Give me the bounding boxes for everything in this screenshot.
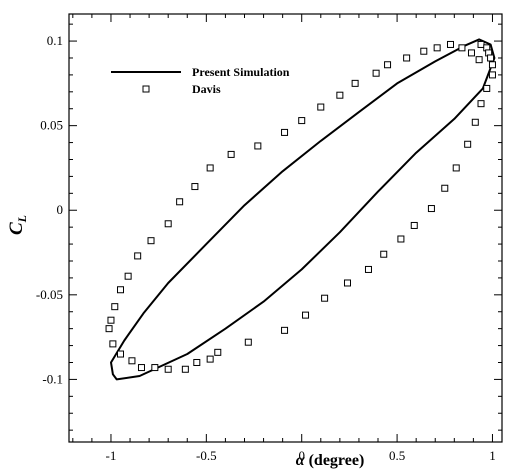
data-point-davis	[117, 286, 125, 294]
tick-labels: -1 -0.5 0 0.5 1 -0.1 -0.05 0 0.05 0.1	[36, 33, 496, 463]
data-point-davis	[109, 340, 117, 348]
data-point-davis	[134, 252, 142, 260]
data-point-davis	[464, 140, 472, 148]
x-tick-label: 0	[298, 448, 305, 463]
data-point-davis	[477, 40, 485, 48]
series-line-present-simulation	[110, 38, 496, 381]
data-point-davis	[420, 47, 428, 55]
data-point-davis	[458, 44, 466, 52]
y-tick-label: 0	[57, 202, 64, 217]
data-point-davis	[364, 265, 372, 273]
data-point-davis	[193, 358, 201, 366]
data-point-davis	[372, 69, 380, 77]
data-point-davis	[298, 117, 306, 125]
data-point-davis	[410, 221, 418, 229]
data-point-davis	[441, 184, 449, 192]
axis-ticks	[69, 14, 502, 442]
data-point-davis	[477, 100, 485, 108]
data-point-davis	[281, 128, 289, 136]
data-point-davis	[475, 56, 483, 64]
y-tick-label: 0.1	[47, 33, 63, 48]
data-point-davis	[302, 311, 310, 319]
data-point-davis	[433, 44, 441, 52]
data-point-davis	[397, 235, 405, 243]
data-point-davis	[176, 198, 184, 206]
plot-frame	[68, 13, 503, 443]
data-point-davis	[487, 54, 495, 62]
data-point-davis	[111, 303, 119, 311]
x-tick-label: -1	[106, 448, 117, 463]
data-point-davis	[380, 250, 388, 258]
legend-marker-swatch	[142, 85, 150, 93]
data-point-davis	[151, 364, 159, 372]
data-point-davis	[227, 150, 235, 158]
x-tick-label: 0.5	[389, 448, 405, 463]
data-point-davis	[488, 61, 496, 69]
data-point-davis	[403, 54, 411, 62]
data-point-davis	[105, 325, 113, 333]
series-layer	[105, 38, 496, 381]
data-point-davis	[446, 40, 454, 48]
y-axis-symbol: C	[6, 222, 27, 235]
x-axis-unit: (degree)	[305, 452, 365, 469]
legend-label-present-simulation: Present Simulation	[192, 65, 290, 79]
data-point-davis	[164, 365, 172, 373]
svg-text:CL: CL	[6, 215, 29, 235]
data-point-davis	[124, 272, 132, 280]
data-point-davis	[244, 338, 252, 346]
data-point-davis	[321, 294, 329, 302]
data-point-davis	[191, 183, 199, 191]
y-tick-label: -0.1	[42, 371, 63, 386]
data-point-davis	[117, 350, 125, 358]
x-tick-label: -0.5	[196, 448, 217, 463]
data-point-davis	[206, 355, 214, 363]
x-axis-title: α (degree)	[296, 452, 365, 469]
data-point-davis	[343, 279, 351, 287]
x-axis-symbol: α	[296, 452, 306, 469]
data-point-davis	[181, 365, 189, 373]
legend-label-davis: Davis	[192, 82, 221, 96]
data-point-davis	[427, 205, 435, 213]
data-point-davis	[488, 71, 496, 79]
data-point-davis	[128, 357, 136, 365]
y-axis-subscript: L	[15, 215, 29, 223]
data-point-davis	[137, 364, 145, 372]
x-tick-label: 1	[489, 448, 496, 463]
data-point-davis	[317, 103, 325, 111]
data-point-davis	[206, 164, 214, 172]
y-tick-label: -0.05	[36, 287, 63, 302]
data-point-davis	[467, 49, 475, 57]
data-point-davis	[281, 326, 289, 334]
data-point-davis	[384, 61, 392, 69]
data-point-davis	[107, 316, 115, 324]
data-point-davis	[471, 118, 479, 126]
legend: Present Simulation Davis	[111, 65, 290, 96]
data-point-davis	[214, 348, 222, 356]
series-markers-davis	[105, 40, 496, 373]
data-point-davis	[336, 91, 344, 99]
data-point-davis	[254, 142, 262, 150]
data-point-davis	[483, 84, 491, 92]
data-point-davis	[452, 164, 460, 172]
data-point-davis	[147, 237, 155, 245]
y-tick-label: 0.05	[40, 118, 63, 133]
data-point-davis	[164, 220, 172, 228]
data-point-davis	[351, 79, 359, 87]
y-axis-title: CL	[6, 215, 29, 235]
